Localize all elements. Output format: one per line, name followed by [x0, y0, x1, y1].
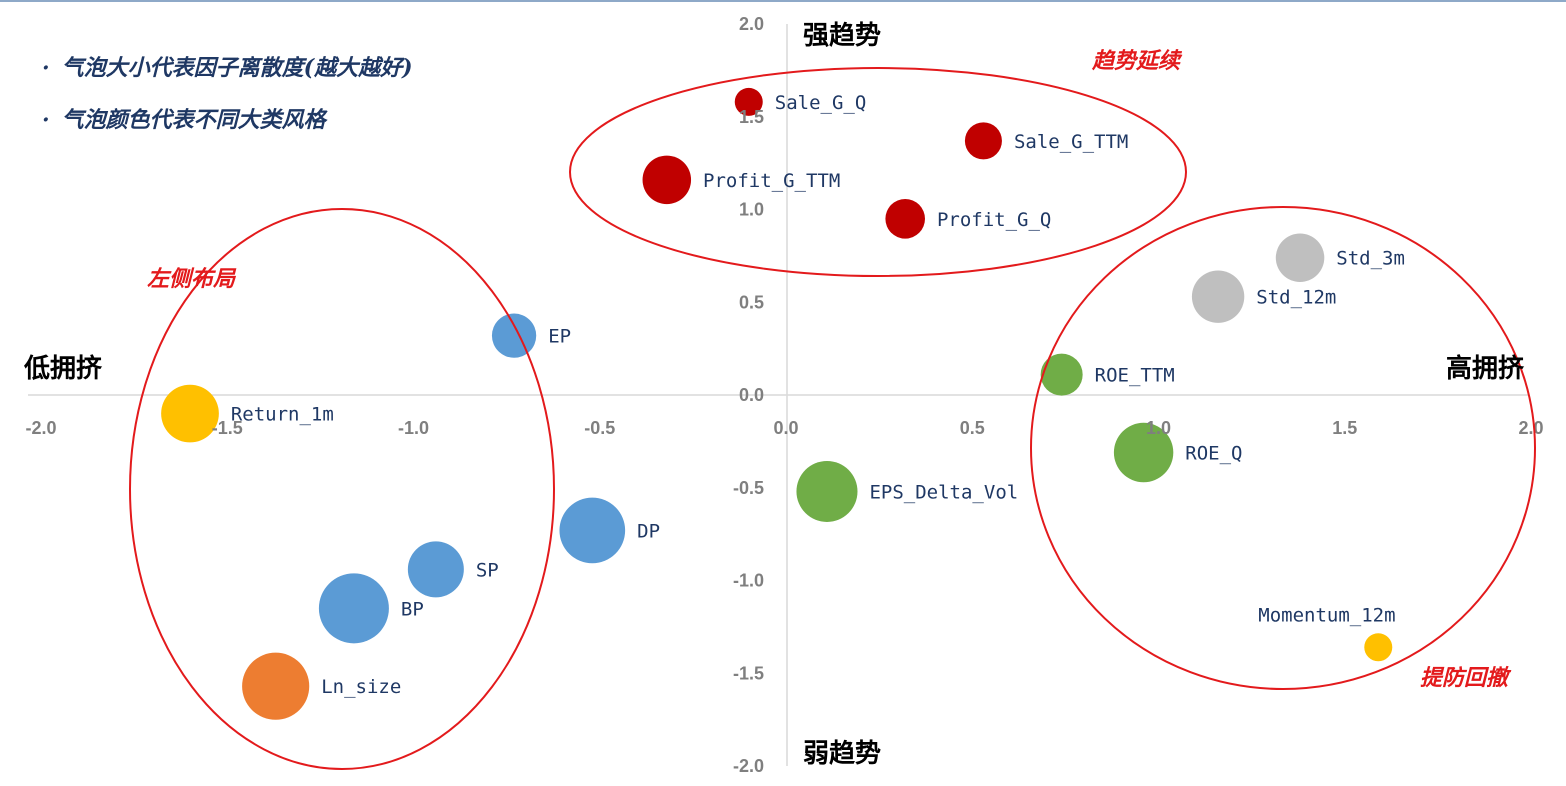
bubble-label: Sale_G_TTM [1014, 131, 1128, 153]
note-bubble-color-text: 气泡颜色代表不同大类风格 [61, 107, 326, 133]
bubble-labels: Sale_G_Q Sale_G_TTM Profit_G_TTM Profit_G_Q… [231, 92, 1405, 698]
x-tick-label: -2.0 [25, 418, 56, 438]
x-tick-label: 0.0 [773, 418, 798, 438]
y-tick-label: -1.0 [733, 571, 764, 591]
bubble-label: Ln_size [321, 676, 401, 698]
bubble [1040, 353, 1083, 396]
bubble-label: Momentum_12m [1258, 604, 1395, 626]
group-label-risk: 提防回撤 [1420, 665, 1512, 691]
x-tick-label: 0.5 [960, 418, 985, 438]
top-rule [0, 0, 1566, 2]
bubble-label: DP [637, 520, 660, 542]
risk-group-outline [1030, 206, 1536, 690]
bubble [1275, 233, 1325, 282]
bubble [559, 497, 626, 564]
legend-notes: · 气泡大小代表因子离散度(越大越好) · 气泡颜色代表不同大类风格 [42, 48, 413, 152]
bubble-label: Std_12m [1256, 287, 1336, 309]
x-tick-label: 1.0 [1146, 418, 1171, 438]
quadrant-label-top: 强趋势 [803, 21, 881, 51]
x-tick-label: -0.5 [584, 418, 615, 438]
note-bubble-color: · 气泡颜色代表不同大类风格 [42, 100, 413, 152]
bubble-label: EP [548, 326, 571, 348]
y-tick-label: 0.0 [739, 385, 764, 405]
bubble [734, 87, 763, 116]
note-bullet: · [42, 55, 50, 81]
trend-group-outline [569, 67, 1187, 277]
bubble [491, 313, 537, 358]
bubbles [161, 87, 1393, 720]
note-bubble-size: · 气泡大小代表因子离散度(越大越好) [42, 48, 413, 100]
bubble-label: ROE_Q [1185, 443, 1242, 465]
bubble-label: Return_1m [231, 404, 334, 426]
bubble [885, 198, 925, 239]
y-tick-label: 1.5 [739, 107, 764, 127]
x-tick-label: 1.5 [1332, 418, 1357, 438]
bubble [642, 155, 692, 205]
bubble-label: Sale_G_Q [775, 92, 867, 114]
y-tick-label: -0.5 [733, 478, 764, 498]
x-tick-label: 2.0 [1518, 418, 1543, 438]
bubble-label: BP [401, 598, 424, 620]
bubble [318, 573, 389, 644]
quadrant-label-bottom: 弱趋势 [803, 739, 881, 769]
bubble-label: Profit_G_TTM [703, 170, 840, 192]
x-tick-label: -1.0 [398, 418, 429, 438]
bubble-label: ROE_TTM [1095, 365, 1175, 387]
bubble [161, 384, 219, 443]
bubble-label: Profit_G_Q [937, 209, 1051, 231]
bubble [1113, 422, 1174, 483]
left-group-outline [129, 208, 555, 770]
quadrant-label-left: 低拥挤 [23, 354, 103, 384]
bubble [1191, 270, 1245, 323]
bubble [796, 460, 858, 522]
y-tick-label: 1.0 [739, 200, 764, 220]
bubble-label: EPS_Delta_Vol [869, 481, 1018, 503]
bubble [1364, 633, 1393, 662]
y-tick-label: 2.0 [739, 14, 764, 34]
bubble [964, 122, 1002, 160]
bubble [407, 541, 464, 598]
y-tick-label: -1.5 [733, 663, 764, 683]
y-tick-label: -2.0 [733, 756, 764, 776]
bubble-label: Std_3m [1336, 248, 1405, 270]
bubble [242, 652, 310, 720]
note-bubble-size-text: 气泡大小代表因子离散度(越大越好) [61, 55, 413, 81]
bubble-label: SP [476, 559, 499, 581]
group-label-trend: 趋势延续 [1091, 48, 1183, 74]
y-tick-label: 0.5 [739, 292, 764, 312]
quadrant-label-right: 高拥挤 [1446, 353, 1525, 384]
tick-labels: -2.0 -1.5 -1.0 -0.5 0.0 0.5 1.0 1.5 2.0 2.0 1.5 1.0… [25, 14, 1543, 776]
group-label-left: 左侧布局 [147, 266, 237, 292]
x-tick-label: -1.5 [212, 418, 243, 438]
note-bullet: · [42, 107, 50, 133]
